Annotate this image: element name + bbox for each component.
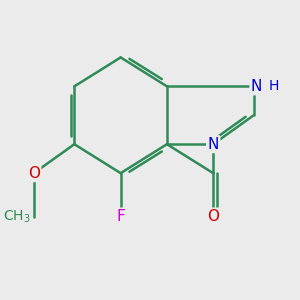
Text: CH$_3$: CH$_3$ [3,208,31,225]
Text: O: O [28,166,40,181]
Text: O: O [207,209,219,224]
Text: N: N [251,79,262,94]
Text: N: N [208,137,219,152]
Text: H: H [269,80,279,93]
Text: F: F [116,209,125,224]
